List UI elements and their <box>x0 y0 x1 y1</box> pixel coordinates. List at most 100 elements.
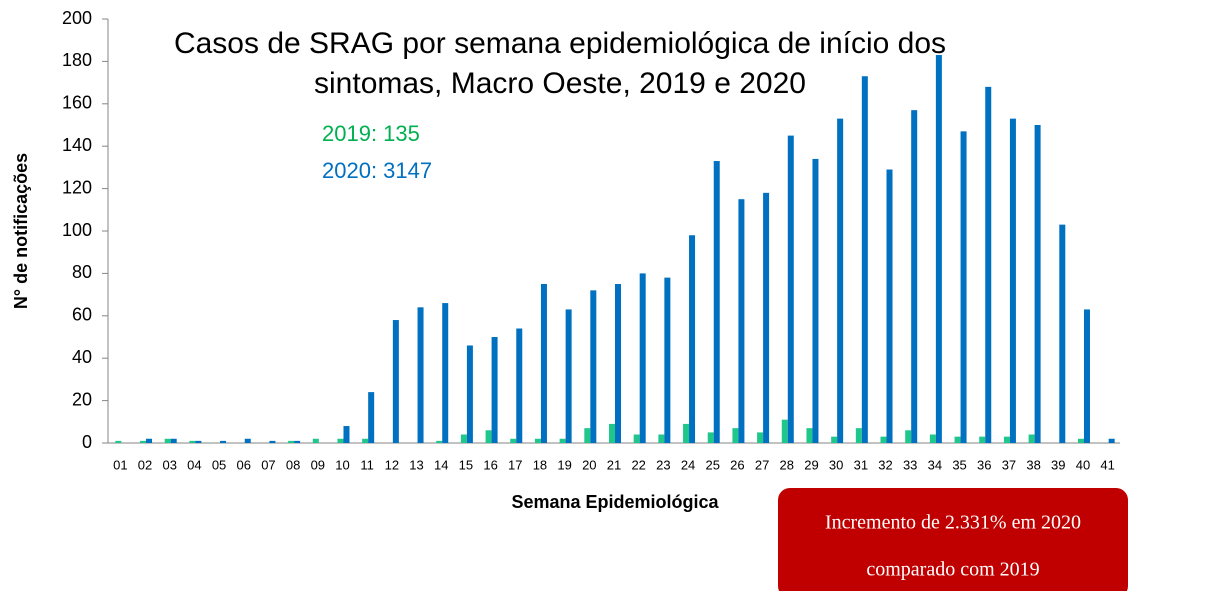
bar <box>713 161 720 444</box>
chart-title: Casos de SRAG por semana epidemiológica … <box>174 27 946 60</box>
bar <box>343 426 350 443</box>
bar <box>140 440 147 443</box>
x-tick-label: 36 <box>977 457 991 472</box>
x-tick-label: 38 <box>1026 457 1040 472</box>
x-tick-label: 21 <box>607 457 621 472</box>
bar <box>362 438 369 443</box>
y-tick-label: 20 <box>72 389 92 409</box>
x-tick-label: 06 <box>237 457 251 472</box>
bar <box>294 440 301 443</box>
note-text: comparado com 2019 <box>866 559 1039 581</box>
x-tick-label: 26 <box>730 457 744 472</box>
bar <box>609 423 615 443</box>
bar <box>491 337 498 443</box>
bar <box>806 428 813 443</box>
bar <box>979 436 986 443</box>
bar <box>935 55 942 443</box>
note-text: Incremento de 2.331% em 2020 <box>825 512 1081 534</box>
x-tick-label: 40 <box>1076 457 1090 472</box>
bar <box>886 169 893 443</box>
bar <box>855 428 862 443</box>
bar <box>1108 438 1115 443</box>
bar <box>707 432 714 443</box>
bar <box>732 428 739 443</box>
x-tick-label: 19 <box>557 457 571 472</box>
bar <box>1077 438 1084 443</box>
x-tick-label: 27 <box>755 457 769 472</box>
bar <box>1028 434 1035 443</box>
x-tick-label: 30 <box>829 457 843 472</box>
bar <box>954 436 961 443</box>
x-tick-label: 35 <box>952 457 966 472</box>
bar <box>244 438 251 443</box>
x-tick-label: 02 <box>138 457 152 472</box>
bar <box>565 309 572 443</box>
x-tick-label: 11 <box>360 457 374 472</box>
bar <box>831 436 838 443</box>
x-tick-label: 23 <box>656 457 670 472</box>
bar <box>115 440 122 443</box>
annotation: 2019: 135 <box>322 121 420 146</box>
bar <box>929 434 936 443</box>
y-tick-label: 80 <box>72 262 92 282</box>
bar <box>1003 436 1010 443</box>
x-tick-label: 34 <box>928 457 942 472</box>
bar <box>911 110 918 443</box>
x-tick-label: 31 <box>854 457 868 472</box>
x-tick-label: 01 <box>113 457 127 472</box>
bar <box>269 440 276 443</box>
bar <box>738 199 745 443</box>
bar <box>781 419 788 443</box>
x-tick-label: 04 <box>187 457 201 472</box>
bar <box>460 434 467 443</box>
x-tick-label: 33 <box>903 457 917 472</box>
bar <box>442 303 449 443</box>
x-tick-label: 16 <box>483 457 497 472</box>
bar <box>584 428 591 443</box>
x-tick-label: 32 <box>878 457 892 472</box>
bar <box>170 438 177 443</box>
x-tick-label: 15 <box>459 457 473 472</box>
note-box <box>778 488 1128 591</box>
annotation: 2020: 3147 <box>322 158 432 183</box>
x-tick-label: 17 <box>508 457 522 472</box>
bar <box>905 430 912 443</box>
x-tick-label: 22 <box>631 457 645 472</box>
bar <box>220 440 227 443</box>
x-tick-label: 14 <box>434 457 448 472</box>
bar <box>485 430 492 443</box>
x-axis-title: Semana Epidemiológica <box>511 492 719 512</box>
bar <box>516 328 523 443</box>
bar <box>683 423 690 443</box>
bar <box>164 438 171 443</box>
bar <box>368 392 375 443</box>
bar <box>1059 224 1066 443</box>
bar <box>985 86 992 443</box>
y-axis-title: N° de notificações <box>11 153 31 309</box>
x-tick-label: 37 <box>1002 457 1016 472</box>
bar <box>559 438 566 443</box>
y-tick-label: 160 <box>62 93 92 113</box>
x-tick-label: 24 <box>681 457 695 472</box>
x-tick-label: 20 <box>582 457 596 472</box>
bar <box>312 438 319 443</box>
bar <box>392 320 399 443</box>
bar <box>466 345 473 443</box>
y-tick-label: 200 <box>62 8 92 28</box>
bar <box>510 438 517 443</box>
y-tick-label: 120 <box>62 177 92 197</box>
bar <box>436 440 443 443</box>
x-tick-label: 03 <box>162 457 176 472</box>
bar <box>633 434 640 443</box>
x-tick-label: 39 <box>1051 457 1065 472</box>
y-tick-label: 100 <box>62 220 92 240</box>
y-tick-label: 180 <box>62 50 92 70</box>
x-tick-label: 05 <box>212 457 226 472</box>
bar <box>837 118 844 443</box>
x-tick-label: 41 <box>1100 457 1114 472</box>
bar <box>960 131 967 444</box>
bar <box>534 438 541 443</box>
bar <box>288 440 295 443</box>
bar <box>195 440 202 443</box>
